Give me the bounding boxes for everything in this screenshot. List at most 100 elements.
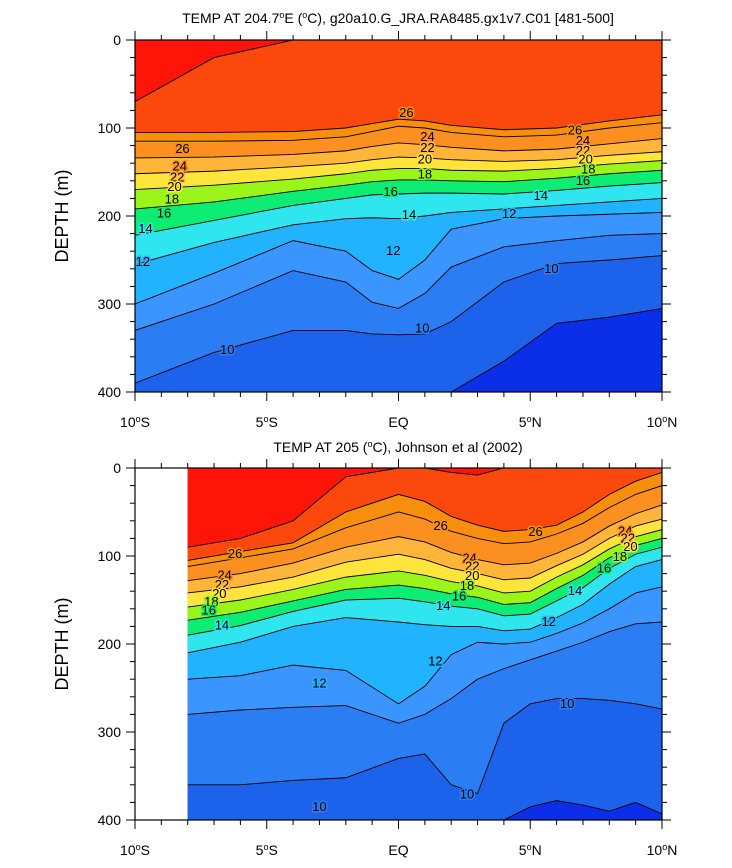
contour-label-12: 12 (312, 676, 326, 691)
y-tick-label: 400 (98, 812, 122, 828)
y-axis-label-observations: DEPTH (m) (52, 598, 72, 691)
contour-label-26: 26 (399, 105, 413, 120)
contour-label-14: 14 (215, 618, 229, 633)
contour-label-22: 22 (420, 140, 434, 155)
isotherm-20 (135, 160, 662, 191)
contour-label-26: 26 (433, 518, 447, 533)
isotherm-12 (187, 586, 662, 705)
x-tick-label: 10oS (120, 414, 150, 430)
isotherm-22 (135, 151, 662, 175)
isotherm-14 (187, 559, 662, 654)
y-axis-label-model: DEPTH (m) (52, 170, 72, 263)
isotherm-10 (135, 255, 662, 384)
contour-label-24: 24 (576, 133, 590, 148)
contour-label-16: 16 (157, 205, 171, 220)
isotherm-28 (135, 40, 662, 102)
isotherm-11 (187, 621, 662, 724)
contour-label-16: 16 (597, 560, 611, 575)
x-tick-label: 5oN (519, 842, 542, 858)
isotherm-22 (187, 518, 662, 594)
x-tick-label: 5oS (256, 414, 278, 430)
isotherm-24 (187, 504, 662, 582)
contour-label-10: 10 (460, 786, 474, 801)
contour-label-20: 20 (578, 152, 592, 167)
contour-label-20: 20 (418, 152, 432, 167)
x-tick-label: 10oN (647, 414, 678, 430)
isotherm-10 (187, 698, 662, 795)
isotherm-20 (187, 529, 662, 608)
panel-model: TEMP AT 204.7oE (oC), g20a10.G_JRA.RA848… (52, 10, 677, 430)
contour-label-14: 14 (534, 188, 548, 203)
y-tick-label: 200 (98, 208, 122, 224)
x-tick-label: EQ (388, 842, 408, 858)
contour-label-26: 26 (175, 141, 189, 156)
contour-label-12: 12 (428, 654, 442, 669)
x-tick-label: 5oS (256, 842, 278, 858)
x-tick-label: 5oN (519, 414, 542, 430)
contour-label-20: 20 (167, 179, 181, 194)
contour-label-24: 24 (462, 551, 476, 566)
isotherm-9 (135, 307, 662, 392)
isotherm-27 (135, 114, 662, 133)
y-tick-label: 300 (98, 724, 122, 740)
contour-label-12: 12 (541, 614, 555, 629)
contour-label-22: 22 (170, 169, 184, 184)
contour-label-24: 24 (217, 567, 231, 582)
contour-label-18: 18 (460, 578, 474, 593)
chart-title-model: TEMP AT 204.7oE (oC), g20a10.G_JRA.RA848… (182, 10, 614, 26)
contour-label-24: 24 (618, 523, 632, 538)
contour-label-26: 26 (228, 546, 242, 561)
isotherm-16 (187, 546, 662, 636)
isotherm-26 (187, 485, 662, 568)
y-tick-label: 0 (113, 32, 121, 48)
isotherm-18 (135, 169, 662, 210)
isotherm-11 (135, 233, 662, 331)
contour-label-18: 18 (418, 167, 432, 182)
contour-label-14: 14 (138, 221, 152, 236)
contour-label-22: 22 (576, 143, 590, 158)
isotherm-27 (187, 471, 662, 561)
contour-label-24: 24 (173, 159, 187, 174)
contour-label-26: 26 (528, 524, 542, 539)
contour-label-22: 22 (621, 530, 635, 545)
temperature-band-27 (135, 40, 662, 133)
contour-label-10: 10 (544, 261, 558, 276)
temperature-band-28 (135, 40, 662, 102)
contour-label-20: 20 (212, 586, 226, 601)
contour-label-18: 18 (165, 191, 179, 206)
contour-label-26: 26 (568, 123, 582, 138)
y-tick-label: 100 (98, 120, 122, 136)
contour-label-10: 10 (312, 799, 326, 814)
contour-label-16: 16 (202, 603, 216, 618)
isotherm-26 (135, 122, 662, 142)
isotherm-18 (187, 537, 662, 621)
contour-label-18: 18 (613, 549, 627, 564)
contour-label-20: 20 (623, 539, 637, 554)
y-tick-label: 100 (98, 548, 122, 564)
contour-label-12: 12 (136, 254, 150, 269)
contour-label-10: 10 (220, 342, 234, 357)
temperature-band-28 (187, 468, 662, 548)
contour-label-20: 20 (465, 568, 479, 583)
x-tick-label: EQ (388, 414, 408, 430)
contour-label-12: 12 (502, 206, 516, 221)
x-tick-label: 10oN (647, 842, 678, 858)
contour-label-22: 22 (465, 559, 479, 574)
contour-label-24: 24 (420, 129, 434, 144)
contour-label-14: 14 (402, 207, 416, 222)
isotherm-14 (135, 197, 662, 265)
y-tick-label: 400 (98, 384, 122, 400)
isotherm-12 (135, 212, 662, 305)
contour-label-16: 16 (383, 184, 397, 199)
contour-label-16: 16 (452, 588, 466, 603)
contour-label-16: 16 (576, 173, 590, 188)
contour-label-14: 14 (568, 583, 582, 598)
x-tick-label: 10oS (120, 842, 150, 858)
contour-label-18: 18 (581, 161, 595, 176)
contour-label-10: 10 (560, 696, 574, 711)
panel-observations: TEMP AT 205 (oC), Johnson et al (2002) D… (52, 439, 677, 858)
